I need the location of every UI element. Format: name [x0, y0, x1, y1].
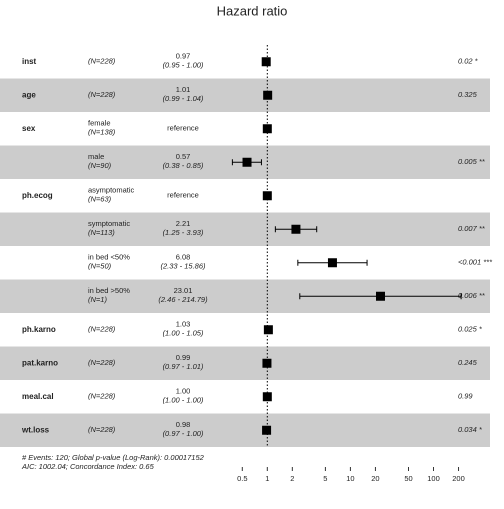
p-label: 0.034 *: [458, 425, 483, 434]
n-label: (N=63): [88, 195, 112, 204]
p-label: 0.005 **: [458, 157, 486, 166]
estimate-label: 1.00: [176, 387, 191, 396]
variable-label: wt.loss: [21, 425, 50, 434]
row-band: [0, 45, 490, 79]
ci-label: (2.46 - 214.79): [158, 295, 208, 304]
estimate-marker: [262, 392, 272, 402]
group-label: male: [88, 152, 104, 161]
variable-label: sex: [22, 124, 36, 133]
footnote: AIC: 1002.04; Concordance Index: 0.65: [21, 462, 155, 471]
chart-title: Hazard ratio: [217, 3, 288, 18]
p-label: <0.001 ***: [458, 258, 493, 267]
group-label: in bed <50%: [88, 253, 130, 262]
x-tick-label: 20: [371, 474, 379, 483]
estimate-marker: [263, 90, 273, 100]
estimate-label: reference: [167, 124, 199, 133]
variable-label: ph.ecog: [22, 191, 53, 200]
n-label: (N=113): [88, 228, 115, 237]
estimate-label: 0.97: [176, 52, 191, 61]
estimate-label: 2.21: [176, 219, 191, 228]
group-label: asymptomatic: [88, 186, 135, 195]
x-tick-label: 0.5: [237, 474, 247, 483]
n-label: (N=138): [88, 128, 116, 137]
n-label: (N=228): [88, 358, 116, 367]
p-label: 0.325: [458, 90, 478, 99]
row-band: [0, 346, 490, 380]
estimate-marker: [262, 191, 272, 201]
ci-label: (1.25 - 3.93): [163, 228, 204, 237]
x-tick-label: 2: [290, 474, 294, 483]
p-label: 0.99: [458, 392, 473, 401]
x-tick-label: 1: [265, 474, 269, 483]
p-label: 0.02 *: [458, 57, 479, 66]
variable-label: age: [22, 90, 36, 99]
n-label: (N=1): [88, 295, 107, 304]
estimate-marker: [262, 124, 272, 134]
x-tick-label: 50: [404, 474, 412, 483]
p-label: 0.007 **: [458, 224, 486, 233]
n-label: (N=228): [88, 57, 116, 66]
estimate-label: 1.03: [176, 320, 191, 329]
row-band: [0, 112, 490, 146]
estimate-marker: [291, 224, 301, 234]
ci-label: (1.00 - 1.05): [163, 329, 204, 338]
row-band: [0, 313, 490, 347]
estimate-marker: [262, 425, 272, 435]
n-label: (N=50): [88, 262, 112, 271]
n-label: (N=228): [88, 90, 116, 99]
row-band: [0, 212, 490, 246]
estimate-label: 0.99: [176, 353, 191, 362]
row-band: [0, 78, 490, 112]
estimate-label: 23.01: [174, 286, 193, 295]
n-label: (N=228): [88, 425, 116, 434]
p-label: 0.245: [458, 358, 478, 367]
n-label: (N=90): [88, 161, 112, 170]
group-label: female: [88, 119, 111, 128]
x-tick-label: 10: [346, 474, 354, 483]
estimate-label: reference: [167, 191, 199, 200]
ci-label: (0.95 - 1.00): [163, 61, 204, 70]
estimate-label: 6.08: [176, 253, 191, 262]
group-label: symptomatic: [88, 219, 130, 228]
estimate-marker: [375, 291, 385, 301]
row-band: [0, 413, 490, 447]
estimate-label: 0.57: [176, 152, 191, 161]
ci-label: (1.00 - 1.00): [163, 396, 204, 405]
estimate-label: 1.01: [176, 85, 191, 94]
estimate-marker: [242, 157, 252, 167]
x-tick-label: 5: [323, 474, 327, 483]
row-band: [0, 380, 490, 414]
variable-label: ph.karno: [22, 325, 56, 334]
estimate-label: 0.98: [176, 420, 191, 429]
x-tick-label: 200: [452, 474, 465, 483]
variable-label: meal.cal: [22, 392, 54, 401]
estimate-marker: [263, 325, 273, 335]
n-label: (N=228): [88, 325, 116, 334]
x-tick-label: 100: [427, 474, 440, 483]
estimate-marker: [262, 358, 272, 368]
n-label: (N=228): [88, 392, 116, 401]
row-band: [0, 246, 490, 280]
variable-label: pat.karno: [22, 358, 58, 367]
variable-label: inst: [22, 57, 37, 66]
p-label: 0.006 **: [458, 291, 486, 300]
ci-label: (2.33 - 15.86): [160, 262, 206, 271]
group-label: in bed >50%: [88, 286, 130, 295]
footnote: # Events: 120; Global p-value (Log-Rank)…: [22, 453, 205, 462]
ci-label: (0.97 - 1.01): [163, 362, 204, 371]
ci-label: (0.97 - 1.00): [163, 429, 204, 438]
estimate-marker: [327, 258, 337, 268]
ci-label: (0.38 - 0.85): [163, 161, 204, 170]
estimate-marker: [261, 57, 271, 67]
row-band: [0, 179, 490, 213]
p-label: 0.025 *: [458, 325, 483, 334]
ci-label: (0.99 - 1.04): [163, 94, 204, 103]
